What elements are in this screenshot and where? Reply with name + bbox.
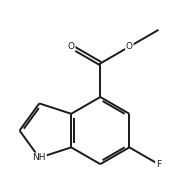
Text: NH: NH (33, 153, 46, 162)
Text: O: O (126, 42, 133, 51)
Text: O: O (68, 42, 75, 51)
Text: F: F (156, 160, 161, 169)
